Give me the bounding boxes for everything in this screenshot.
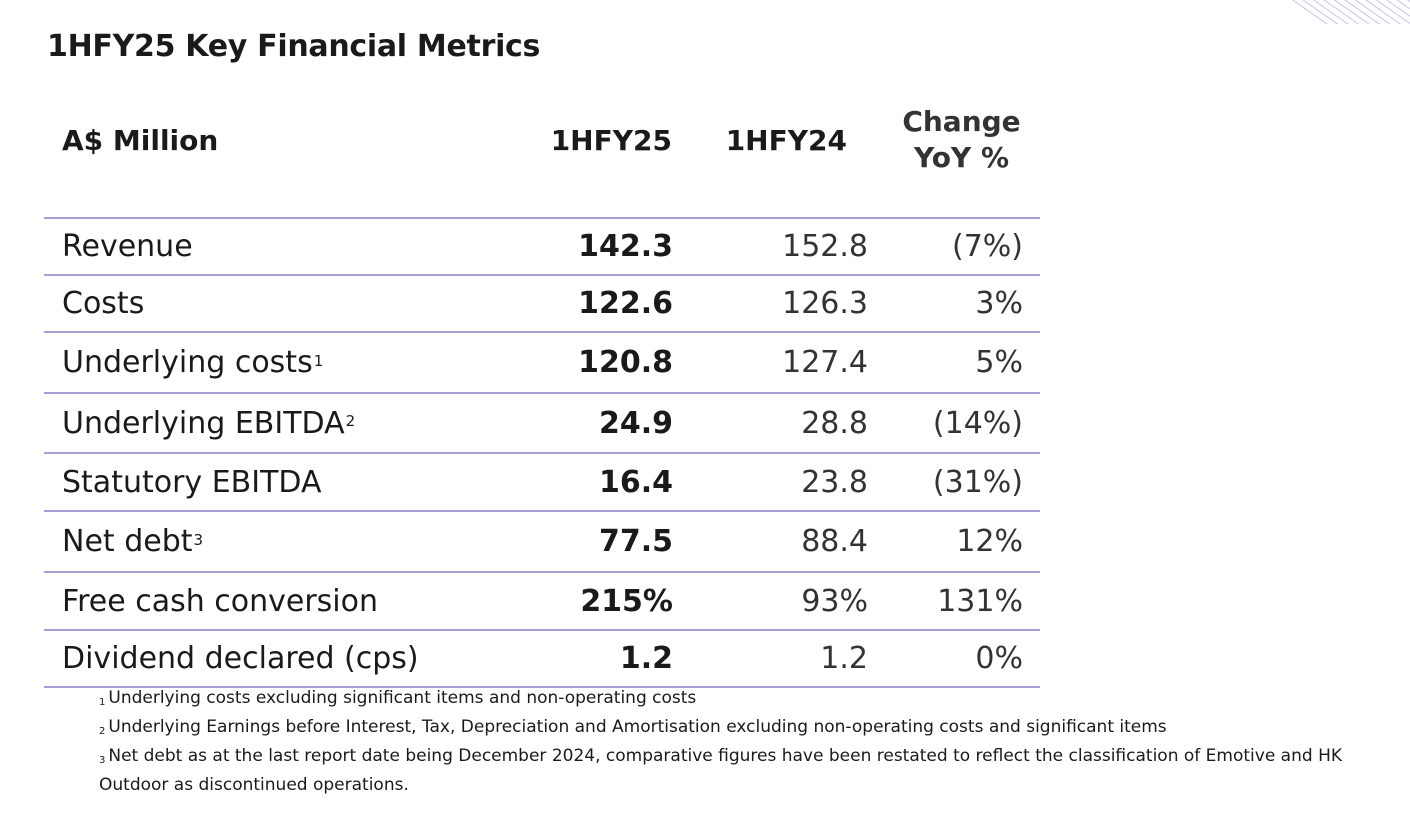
- financial-metrics-table: A$ Million 1HFY25 1HFY24 Change YoY % Re…: [44, 96, 1040, 688]
- row-label-text: Costs: [62, 286, 145, 321]
- row-current-value: 215%: [580, 583, 673, 619]
- row-current-value: 120.8: [578, 345, 673, 380]
- row-change-value: 12%: [956, 524, 1023, 559]
- row-change-value: 5%: [975, 345, 1023, 380]
- table-row: Underlying EBITDA 2 24.9 28.8 (14%): [44, 394, 1040, 454]
- row-label: Statutory EBITDA: [62, 454, 322, 510]
- row-label: Dividend declared (cps): [62, 631, 419, 686]
- table-row: Costs 122.6 126.3 3%: [44, 276, 1040, 333]
- table-row: Underlying costs 1 120.8 127.4 5%: [44, 333, 1040, 394]
- table-row: Free cash conversion 215% 93% 131%: [44, 573, 1040, 631]
- footnote-marker: 2: [345, 412, 356, 430]
- footnote: 2 Underlying Earnings before Interest, Ta…: [99, 713, 1394, 742]
- row-current-value: 1.2: [619, 641, 673, 676]
- row-prior-value: 23.8: [801, 464, 868, 500]
- header-change: Change YoY %: [899, 104, 1024, 176]
- footnote-text: Underlying Earnings before Interest, Tax…: [108, 717, 1167, 737]
- row-label-text: Free cash conversion: [62, 583, 378, 619]
- row-label-text: Underlying costs: [62, 345, 313, 380]
- row-label-text: Net debt: [62, 524, 193, 559]
- footnotes: 1 Underlying costs excluding significant …: [99, 684, 1394, 800]
- row-current-value: 24.9: [598, 405, 673, 441]
- row-label: Revenue: [62, 219, 193, 274]
- row-prior-value: 1.2: [820, 641, 868, 676]
- row-prior-value: 88.4: [801, 524, 868, 559]
- header-current-period: 1HFY25: [550, 124, 672, 157]
- footnote-text: Underlying costs excluding significant i…: [108, 688, 697, 708]
- footnote-marker: 1: [313, 351, 324, 370]
- row-label-text: Dividend declared (cps): [62, 641, 419, 676]
- footnote: 3 Net debt as at the last report date bei…: [99, 742, 1394, 800]
- row-current-value: 16.4: [598, 464, 673, 500]
- row-label-text: Underlying EBITDA: [62, 405, 345, 441]
- row-label-text: Statutory EBITDA: [62, 464, 322, 500]
- row-prior-value: 28.8: [801, 405, 868, 441]
- table-header-row: A$ Million 1HFY25 1HFY24 Change YoY %: [44, 96, 1040, 219]
- row-change-value: (7%): [951, 229, 1023, 264]
- row-change-value: 131%: [937, 583, 1023, 619]
- row-prior-value: 126.3: [782, 286, 868, 321]
- row-prior-value: 127.4: [782, 345, 868, 380]
- row-change-value: 0%: [975, 641, 1023, 676]
- row-label: Underlying costs 1: [62, 333, 323, 392]
- row-prior-value: 152.8: [782, 229, 868, 264]
- footnote-text: Net debt as at the last report date bein…: [99, 746, 1342, 795]
- table-row: Statutory EBITDA 16.4 23.8 (31%): [44, 454, 1040, 512]
- row-label: Underlying EBITDA 2: [62, 394, 355, 452]
- table-body: Revenue 142.3 152.8 (7%) Costs 122.6 126.3 3% Un…: [44, 219, 1040, 688]
- footnote-number: 2: [99, 726, 106, 737]
- table-row: Revenue 142.3 152.8 (7%): [44, 219, 1040, 276]
- header-label: A$ Million: [62, 124, 219, 157]
- row-change-value: (31%): [932, 464, 1023, 500]
- page-title: 1HFY25 Key Financial Metrics: [47, 29, 541, 64]
- row-current-value: 122.6: [578, 286, 673, 321]
- footnote-marker: 3: [193, 530, 204, 549]
- row-current-value: 142.3: [578, 229, 673, 264]
- row-current-value: 77.5: [598, 524, 673, 559]
- table-row: Dividend declared (cps) 1.2 1.2 0%: [44, 631, 1040, 688]
- row-label: Costs: [62, 276, 144, 331]
- row-label-text: Revenue: [62, 229, 193, 264]
- header-change-line2: YoY %: [913, 141, 1010, 174]
- footnote-number: 3: [99, 755, 106, 766]
- table-row: Net debt 3 77.5 88.4 12%: [44, 512, 1040, 573]
- footnote: 1 Underlying costs excluding significant …: [99, 684, 1394, 713]
- header-change-line1: Change: [902, 105, 1021, 138]
- footnote-number: 1: [99, 697, 106, 708]
- corner-hatch-decoration: [1290, 0, 1410, 24]
- header-prior-period: 1HFY24: [725, 124, 847, 157]
- row-label: Free cash conversion: [62, 573, 378, 629]
- row-change-value: 3%: [975, 286, 1023, 321]
- row-prior-value: 93%: [801, 583, 868, 619]
- row-change-value: (14%): [932, 405, 1023, 441]
- row-label: Net debt 3: [62, 512, 203, 571]
